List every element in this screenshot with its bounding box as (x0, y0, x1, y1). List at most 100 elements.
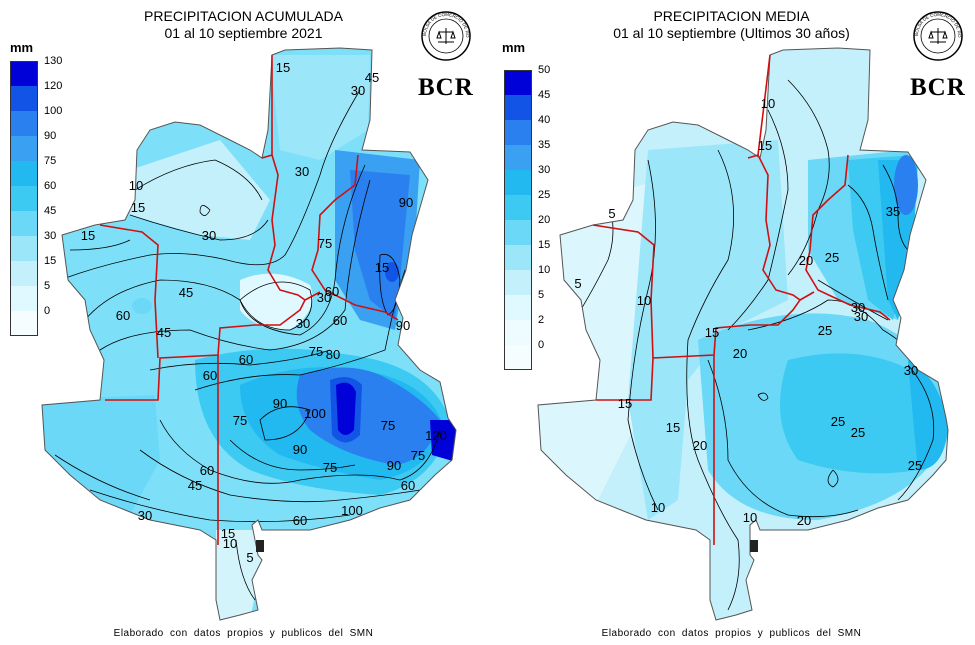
contour-label: 35 (886, 204, 900, 219)
legend-tick-label: 75 (44, 155, 57, 167)
contour-label: 25 (851, 425, 865, 440)
contour-label: 20 (799, 253, 813, 268)
contour-label: 15 (758, 138, 772, 153)
contour-label: 5 (574, 276, 581, 291)
legend-tick-label: 30 (538, 164, 551, 176)
contour-label: 30 (854, 309, 868, 324)
map-title: PRECIPITACION MEDIA (653, 8, 810, 24)
legend-tick-label: 35 (538, 139, 551, 151)
legend-tick-label: 100 (44, 105, 63, 117)
legend-tick-label: 5 (44, 280, 51, 292)
legend-tick-label: 15 (538, 239, 551, 251)
contour-label: 5 (246, 550, 253, 565)
legend-tick-label: 15 (44, 255, 57, 267)
bcr-logo-text: BCR (910, 74, 966, 101)
legend-swatch (504, 295, 532, 320)
legend-tick-label: 45 (44, 205, 57, 217)
contour-label: 60 (116, 308, 130, 323)
contour-label: 60 (293, 513, 307, 528)
province-borders (99, 55, 399, 545)
legend-swatch (504, 95, 532, 120)
contour-label: 60 (239, 352, 253, 367)
contour-label: 45 (188, 478, 202, 493)
legend-swatch (504, 70, 532, 95)
contour-label: 30 (138, 508, 152, 523)
legend-tick-label: 60 (44, 180, 57, 192)
map-footer: Elaborado con datos propios y publicos d… (601, 628, 862, 639)
contour-label: 10 (761, 96, 775, 111)
contour-label: 30 (904, 363, 918, 378)
contour-label: 75 (411, 448, 425, 463)
contour-label: 15 (618, 396, 632, 411)
contour-label: 15 (81, 228, 95, 243)
legend-swatch (10, 61, 38, 86)
contour-label: 90 (396, 318, 410, 333)
contour-label: 25 (825, 250, 839, 265)
legend-swatch (504, 220, 532, 245)
legend-tick-label: 120 (44, 80, 63, 92)
contour-label: 45 (179, 285, 193, 300)
bcr-seal-logo: BOLSA DE COMERCIO DE ROSARIO (420, 10, 471, 61)
contour-label: 100 (341, 503, 363, 518)
contour-label: 10 (129, 178, 143, 193)
legend-unit: mm (502, 40, 526, 55)
map-outline (537, 47, 949, 621)
map-subtitle: 01 al 10 septiembre (Ultimos 30 años) (613, 25, 850, 41)
contour-label: 25 (831, 414, 845, 429)
contour-label: 15 (666, 420, 680, 435)
contour-label: 5 (608, 206, 615, 221)
map-subtitle: 01 al 10 septiembre 2021 (164, 25, 323, 41)
legend-tick-label: 90 (44, 130, 57, 142)
contour-label: 15 (705, 325, 719, 340)
legend-swatch (10, 261, 38, 286)
contour-label: 20 (733, 346, 747, 361)
legend-tick-label: 130 (44, 55, 63, 67)
legend-tick-label: 0 (44, 305, 51, 317)
contour-label: 30 (295, 164, 309, 179)
contour-label: 30 (296, 316, 310, 331)
contour-label: 30 (317, 290, 331, 305)
contour-label: 90 (273, 396, 287, 411)
contour-label: 10 (651, 500, 665, 515)
legend-tick-label: 5 (538, 289, 545, 301)
legend-swatch (10, 161, 38, 186)
legend-unit: mm (10, 40, 34, 55)
legend-swatch (10, 186, 38, 211)
contour-labels: 10 15 5 5 10 15 20 25 30 35 25 30 25 20 30 25 25 20 15 10 15… (574, 96, 922, 528)
contour-label: 15 (221, 526, 235, 541)
contour-label: 120 (425, 428, 447, 443)
contour-label: 75 (233, 413, 247, 428)
legend-swatch (504, 345, 532, 370)
legend-swatch (504, 320, 532, 345)
contour-label: 100 (304, 406, 326, 421)
contour-label: 15 (131, 200, 145, 215)
province-borders (592, 54, 891, 545)
legend-swatch (504, 145, 532, 170)
contour-label: 90 (293, 442, 307, 457)
contour-label: 90 (387, 458, 401, 473)
legend-swatch (504, 270, 532, 295)
map-footer: Elaborado con datos propios y publicos d… (113, 628, 374, 639)
legend-tick-label: 40 (538, 114, 551, 126)
contour-label: 60 (325, 284, 339, 299)
contour-label: 45 (365, 70, 379, 85)
contour-label: 30 (851, 300, 865, 315)
contour-label: 60 (200, 463, 214, 478)
contour-label: 20 (797, 513, 811, 528)
contour-label: 75 (323, 460, 337, 475)
contour-label: 10 (637, 293, 651, 308)
legend-swatch (10, 86, 38, 111)
legend-swatch (10, 136, 38, 161)
contour-label: 90 (399, 195, 413, 210)
contour-label: 10 (743, 510, 757, 525)
legend-tick-label: 0 (538, 339, 545, 351)
legend-swatch (504, 245, 532, 270)
legend-swatch (10, 211, 38, 236)
bcr-logo-text: BCR (418, 74, 474, 101)
legend-swatch (10, 236, 38, 261)
accumulated-precip-panel: PRECIPITACION ACUMULADA 01 al 10 septiem… (0, 0, 487, 645)
legend-tick-label: 2 (538, 314, 545, 326)
contour-label: 75 (309, 344, 323, 359)
mean-precip-panel: PRECIPITACION MEDIA 01 al 10 septiembre … (488, 0, 975, 645)
